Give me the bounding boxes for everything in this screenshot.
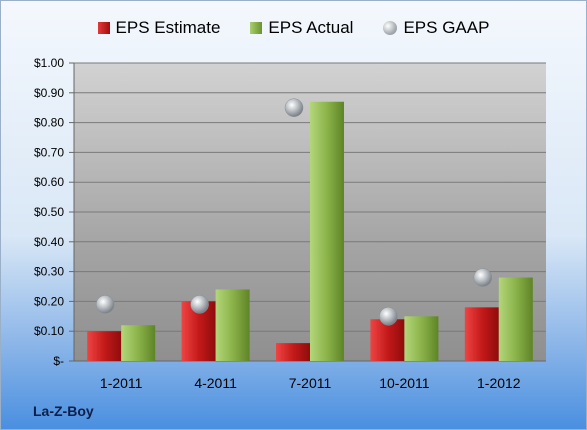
point-eps-gaap — [95, 295, 115, 314]
bar-eps-estimate — [87, 331, 122, 361]
y-tick-label: $0.20 — [34, 294, 64, 308]
x-tick-label: 10-2011 — [379, 375, 430, 391]
x-axis: 1-2011 4-2011 7-2011 10-2011 1-2012 — [100, 375, 521, 391]
y-tick-label: $1.00 — [34, 56, 64, 70]
x-tick-label: 1-2011 — [100, 375, 143, 391]
y-tick-label: $0.60 — [34, 175, 64, 189]
bar-eps-actual — [310, 101, 344, 362]
y-tick-label: $- — [53, 354, 64, 368]
bar-eps-estimate — [464, 307, 499, 361]
point-eps-gaap — [190, 295, 209, 314]
legend-item-estimate: EPS Estimate — [97, 18, 221, 38]
legend-label-actual: EPS Actual — [268, 18, 354, 37]
y-tick-label: $0.80 — [34, 116, 64, 130]
legend: EPS Estimate EPS Actual EPS GAAP — [1, 18, 586, 38]
legend-item-actual: EPS Actual — [250, 18, 353, 38]
y-tick-label: $0.40 — [34, 235, 64, 249]
bar-eps-estimate — [370, 319, 405, 361]
legend-swatch-estimate — [97, 22, 110, 34]
y-tick-label: $0.10 — [34, 324, 64, 338]
y-tick-label: $0.90 — [34, 86, 64, 100]
bar-eps-actual — [215, 289, 250, 361]
point-eps-gaap — [284, 98, 304, 117]
bars — [87, 101, 533, 362]
y-tick-label: $0.50 — [34, 205, 64, 219]
bar-eps-actual — [404, 316, 439, 361]
legend-item-gaap: EPS GAAP — [383, 18, 489, 38]
legend-label-gaap: EPS GAAP — [403, 18, 490, 37]
point-eps-gaap — [473, 268, 493, 287]
company-name: La-Z-Boy — [33, 403, 94, 419]
x-tick-label: 7-2011 — [289, 375, 332, 391]
legend-swatch-actual — [250, 22, 263, 34]
legend-label-estimate: EPS Estimate — [115, 18, 221, 37]
bar-eps-estimate — [276, 343, 310, 361]
y-tick-label: $0.70 — [34, 145, 64, 159]
point-eps-gaap — [379, 307, 398, 326]
x-tick-label: 1-2012 — [477, 375, 521, 391]
gaap-points — [95, 98, 493, 326]
legend-swatch-gaap — [383, 21, 398, 35]
bar-eps-actual — [121, 325, 156, 361]
x-tick-label: 4-2011 — [194, 375, 237, 391]
y-tick-label: $0.30 — [34, 265, 64, 279]
bar-eps-actual — [498, 277, 533, 361]
